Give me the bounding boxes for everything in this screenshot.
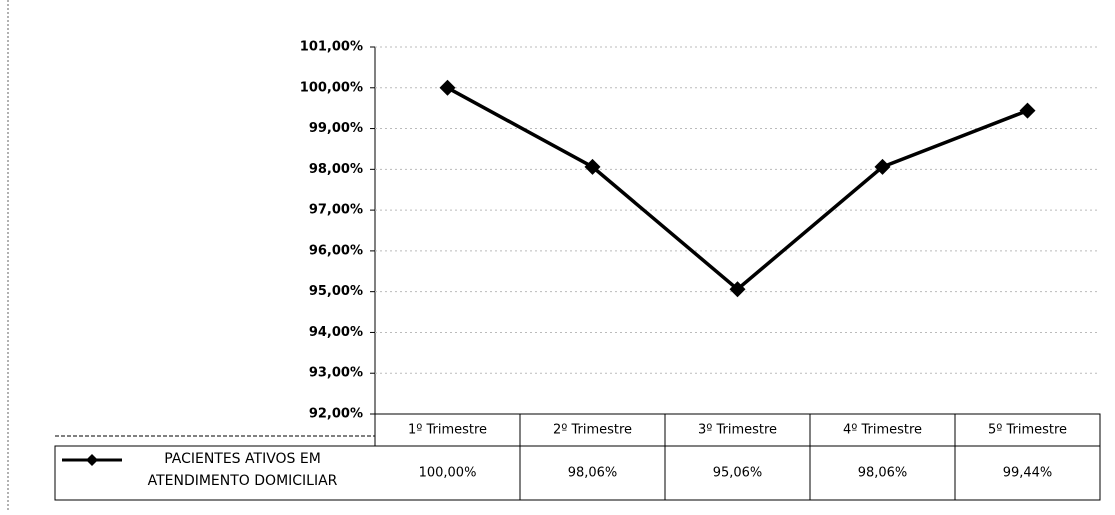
data-label: 98,06% [568, 466, 618, 481]
data-point [729, 281, 746, 298]
y-tick-label: 97,00% [309, 203, 363, 218]
y-tick-label: 98,00% [309, 162, 363, 177]
data-label: 95,06% [713, 466, 763, 481]
legend-label-box: PACIENTES ATIVOS EM ATENDIMENTO DOMICILI… [147, 451, 338, 489]
data-label: 99,44% [1003, 466, 1053, 481]
y-tick-label: 93,00% [309, 366, 363, 381]
x-tick-label: 4º Trimestre [843, 423, 922, 438]
y-tick-label: 96,00% [309, 243, 363, 258]
data-point [1019, 102, 1036, 119]
x-tick-label: 1º Trimestre [408, 423, 487, 438]
legend-marker [86, 454, 98, 466]
data-label: 98,06% [858, 466, 908, 481]
y-tick-label: 101,00% [300, 40, 363, 55]
y-tick-label: 99,00% [309, 121, 363, 136]
y-tick-label: 95,00% [309, 284, 363, 299]
y-tick-label: 92,00% [309, 407, 363, 422]
x-tick-label: 3º Trimestre [698, 423, 777, 438]
data-point [439, 79, 456, 96]
data-point [584, 158, 601, 175]
x-tick-label: 2º Trimestre [553, 423, 632, 438]
x-tick-label: 5º Trimestre [988, 423, 1067, 438]
legend-label: PACIENTES ATIVOS EM ATENDIMENTO DOMICILI… [147, 451, 338, 489]
data-point [874, 158, 891, 175]
data-label: 100,00% [419, 466, 477, 481]
y-tick-label: 94,00% [309, 325, 363, 340]
table-value-row [54, 445, 1101, 501]
series-line [446, 86, 1029, 292]
y-tick-label: 100,00% [300, 80, 363, 95]
